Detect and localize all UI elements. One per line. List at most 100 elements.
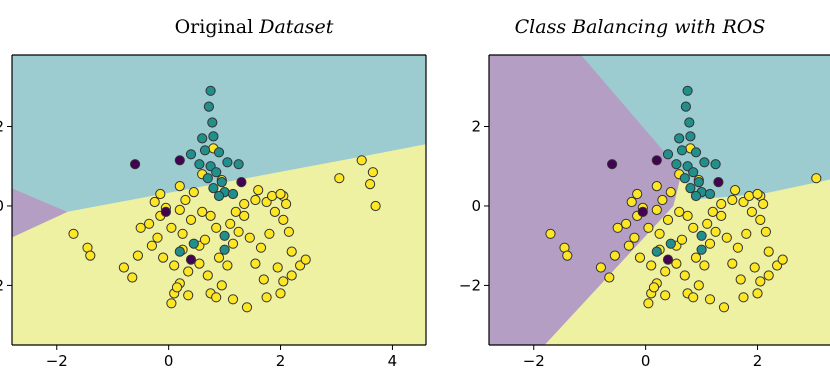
data-point-yellow xyxy=(777,254,788,265)
data-point-yellow xyxy=(545,228,556,239)
y-tick-label: −2 xyxy=(0,276,4,294)
data-point-teal xyxy=(197,133,208,144)
data-point-yellow xyxy=(679,270,690,281)
data-point-yellow xyxy=(253,185,264,196)
data-point-yellow xyxy=(169,260,180,271)
data-point-yellow xyxy=(149,196,160,208)
data-point-yellow xyxy=(216,280,227,291)
panel-original-dataset: −2 0 2 4 −2 0 2 Original Dataset xyxy=(0,16,427,370)
data-point-teal xyxy=(222,157,233,168)
data-point-yellow xyxy=(367,167,378,178)
data-point-yellow xyxy=(643,222,654,233)
data-point-teal xyxy=(676,145,688,156)
decision-region-yellow xyxy=(12,144,426,345)
data-point-yellow xyxy=(199,234,211,245)
data-point-yellow xyxy=(654,228,665,239)
data-point-teal xyxy=(651,246,662,257)
data-point-yellow xyxy=(738,292,749,303)
data-point-yellow xyxy=(286,246,297,257)
data-point-yellow xyxy=(763,246,774,257)
data-point-yellow xyxy=(166,298,177,309)
data-point-yellow xyxy=(269,206,280,217)
data-point-yellow xyxy=(334,173,345,184)
data-point-yellow xyxy=(676,234,688,245)
data-point-teal xyxy=(682,85,693,96)
data-point-yellow xyxy=(183,266,194,277)
data-point-yellow xyxy=(727,194,738,206)
data-point-teal xyxy=(684,117,695,128)
data-point-yellow xyxy=(239,198,250,210)
data-point-yellow xyxy=(755,214,766,225)
data-point-yellow xyxy=(261,292,272,303)
data-point-yellow xyxy=(166,222,177,233)
data-point-yellow xyxy=(741,228,752,239)
data-point-teal xyxy=(216,177,227,188)
data-point-purple xyxy=(185,254,197,265)
data-point-yellow xyxy=(693,280,704,291)
x-tick-label: 4 xyxy=(388,352,398,370)
data-point-yellow xyxy=(730,185,741,196)
data-point-teal xyxy=(710,159,721,170)
data-point-yellow xyxy=(609,250,621,261)
data-point-yellow xyxy=(188,187,199,198)
axes-frame xyxy=(488,54,830,346)
data-point-yellow xyxy=(250,194,261,206)
data-point-yellow xyxy=(144,218,155,229)
data-point-teal xyxy=(690,190,702,202)
y-tick-label: −2 xyxy=(459,276,481,294)
data-point-teal xyxy=(207,117,218,128)
data-point-teal xyxy=(696,244,707,255)
data-point-teal xyxy=(704,188,716,200)
data-point-yellow xyxy=(365,179,376,190)
data-point-yellow xyxy=(651,204,662,215)
data-point-yellow xyxy=(718,302,730,313)
data-point-yellow xyxy=(643,298,654,309)
data-point-yellow xyxy=(250,258,261,269)
data-point-yellow xyxy=(227,294,239,305)
data-point-yellow xyxy=(716,198,727,210)
data-point-yellow xyxy=(281,198,292,210)
data-point-yellow xyxy=(370,200,381,212)
data-point-teal xyxy=(233,159,244,170)
data-point-yellow xyxy=(746,206,758,217)
data-point-yellow xyxy=(721,232,732,243)
data-point-yellow xyxy=(758,198,769,210)
data-point-teal xyxy=(662,149,674,160)
data-point-yellow xyxy=(205,210,216,221)
data-point-yellow xyxy=(665,187,676,198)
data-point-teal xyxy=(696,230,707,241)
data-point-purple xyxy=(160,206,171,217)
data-point-yellow xyxy=(752,188,763,200)
data-point-yellow xyxy=(704,238,716,249)
data-point-yellow xyxy=(674,206,685,217)
data-point-yellow xyxy=(275,188,286,200)
data-point-purple xyxy=(236,177,247,188)
data-point-purple xyxy=(607,159,618,170)
data-point-yellow xyxy=(85,250,96,261)
data-point-yellow xyxy=(272,262,283,273)
data-point-yellow xyxy=(727,258,738,269)
data-point-yellow xyxy=(623,240,635,251)
data-point-yellow xyxy=(194,258,205,269)
data-point-yellow xyxy=(671,258,682,269)
data-point-yellow xyxy=(690,252,702,263)
data-point-teal xyxy=(174,246,185,257)
data-point-teal xyxy=(203,101,214,112)
x-tick-label: 2 xyxy=(276,352,286,370)
data-point-yellow xyxy=(267,190,278,202)
x-tick-label: 0 xyxy=(164,352,174,370)
data-point-yellow xyxy=(146,240,157,251)
plot-area xyxy=(12,55,426,345)
data-point-purple xyxy=(130,159,141,170)
data-point-teal xyxy=(699,157,710,168)
data-point-yellow xyxy=(699,260,710,271)
data-point-yellow xyxy=(651,181,662,192)
data-point-yellow xyxy=(707,206,718,217)
data-point-yellow xyxy=(233,226,244,237)
axes-frame xyxy=(11,54,427,346)
data-point-yellow xyxy=(222,260,233,271)
data-point-teal xyxy=(693,177,704,188)
data-point-teal xyxy=(188,238,199,249)
data-point-purple xyxy=(713,177,724,188)
